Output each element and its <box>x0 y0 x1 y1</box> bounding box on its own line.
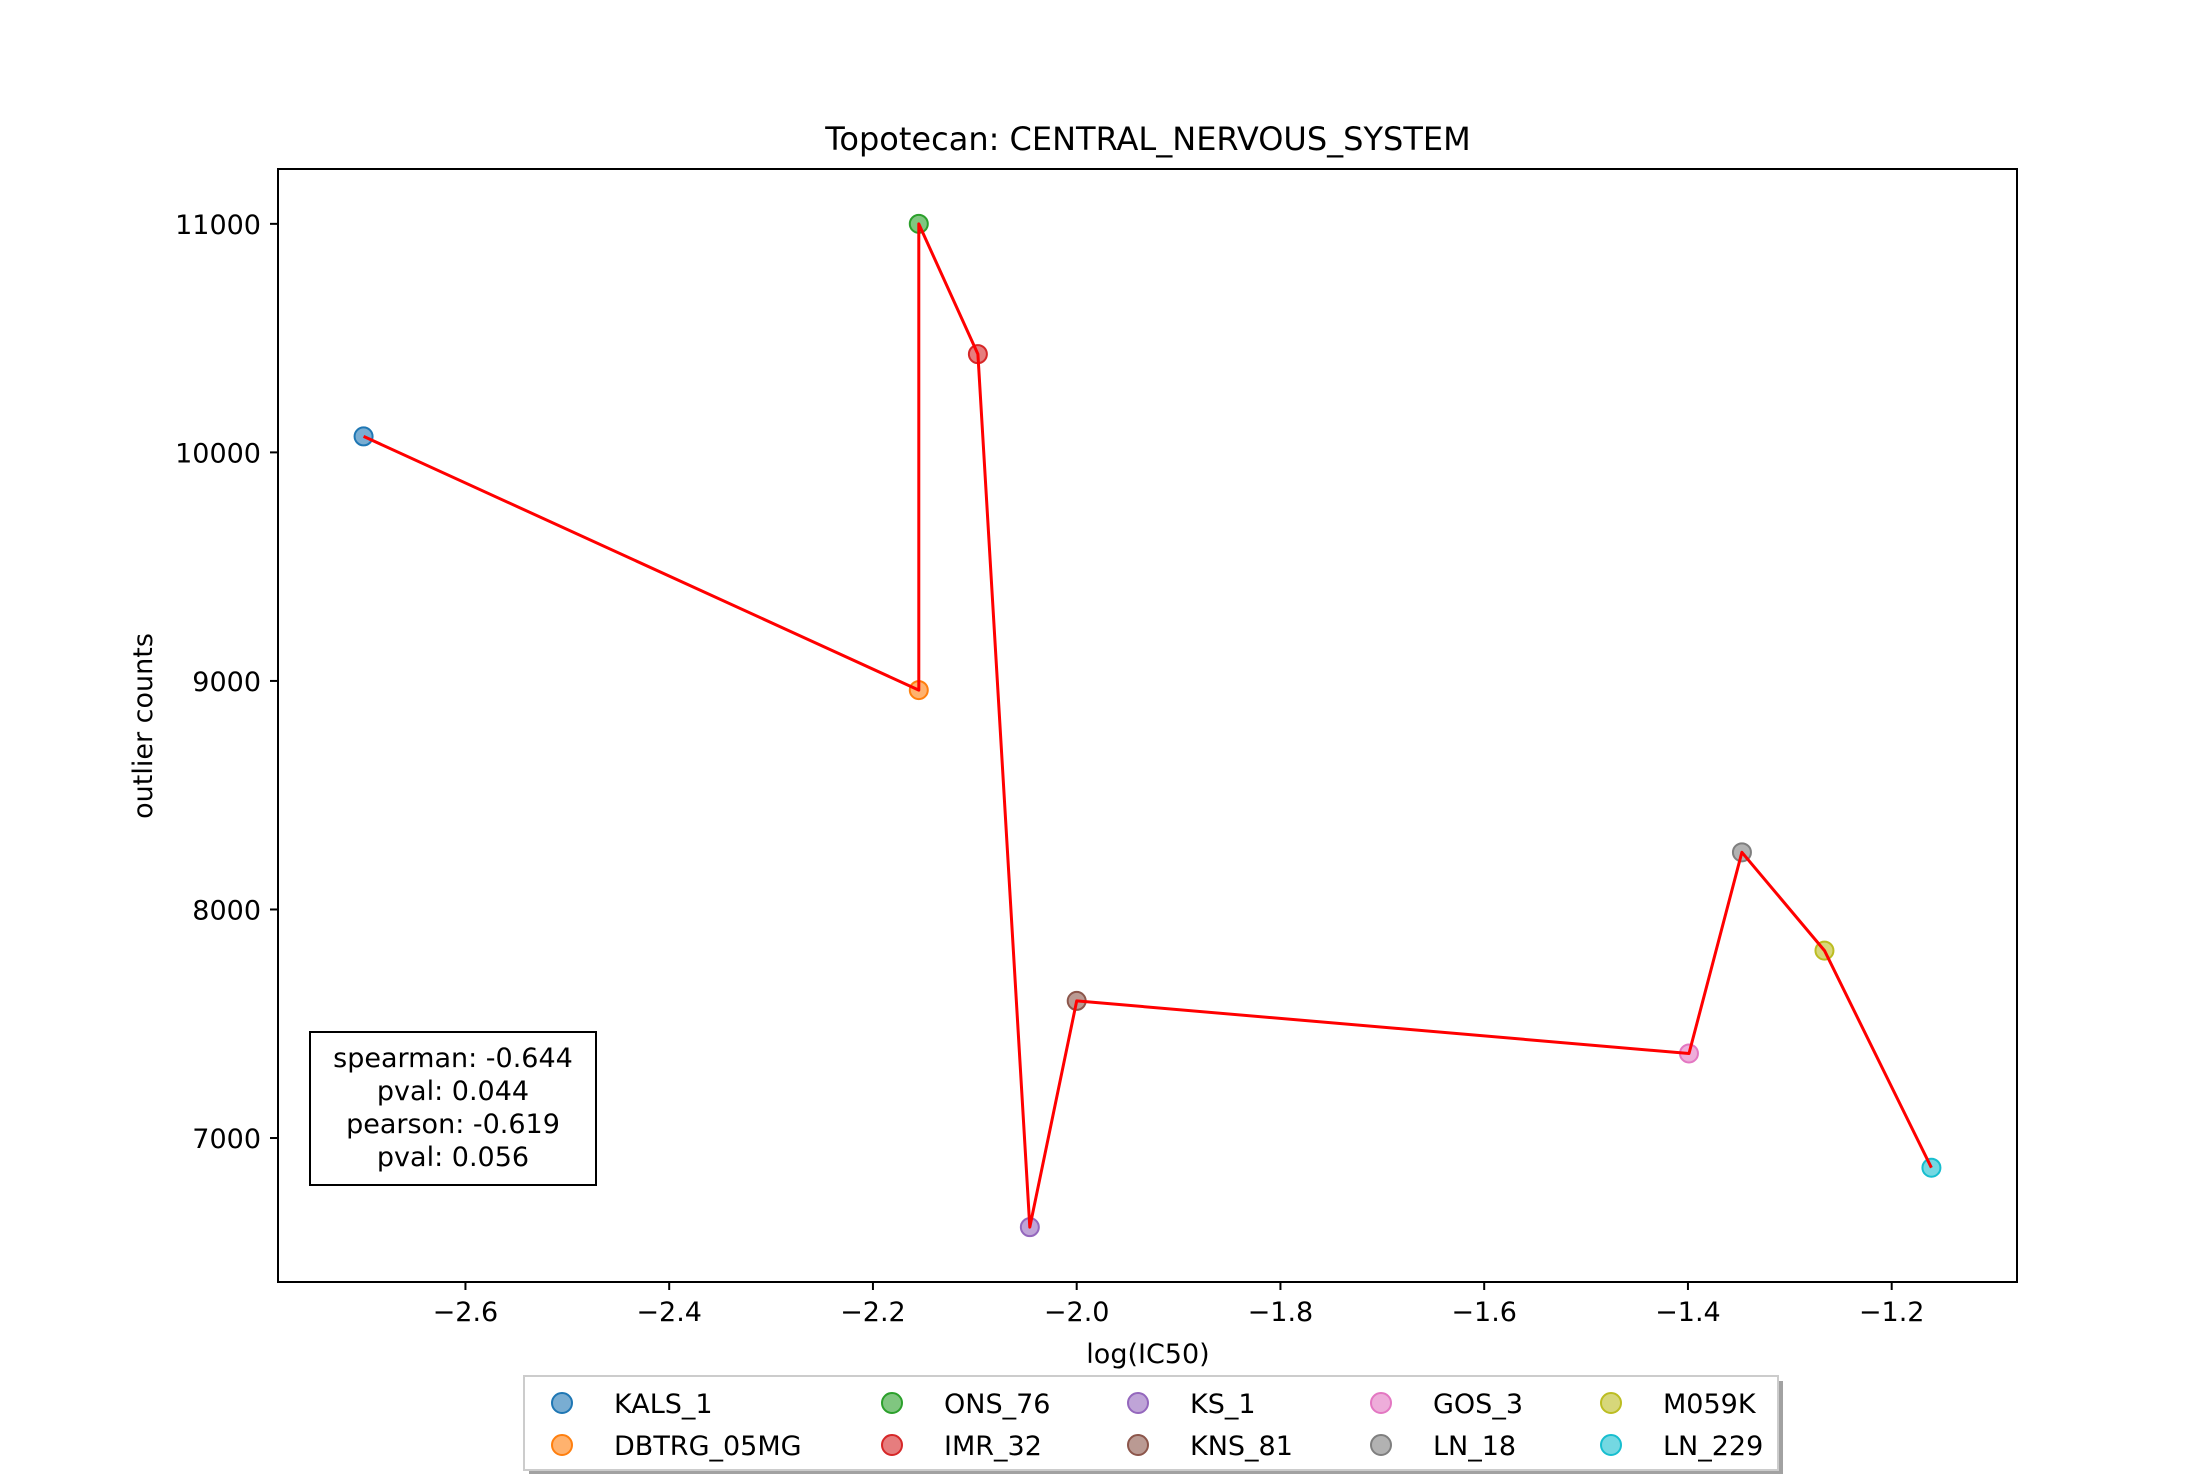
point-ln-229 <box>1921 1157 1942 1178</box>
x-tick-label: −1.2 <box>1859 1297 1925 1328</box>
x-tick-label: −2.2 <box>840 1297 906 1328</box>
trend-line <box>362 222 1933 1229</box>
legend-marker-kns-81 <box>1127 1434 1149 1456</box>
y-tick-label: 11000 <box>175 210 261 241</box>
x-tick-label: −2.6 <box>433 1297 499 1328</box>
legend-marker-kals-1 <box>551 1392 573 1414</box>
legend-marker-m059k <box>1600 1392 1622 1414</box>
stats-pearson: pearson: -0.619 <box>346 1109 560 1140</box>
x-tick-label: −2.4 <box>636 1297 702 1328</box>
y-tick-label: 8000 <box>192 895 261 926</box>
legend-label-gos-3: GOS_3 <box>1433 1389 1523 1420</box>
y-tick-label: 10000 <box>175 438 261 469</box>
y-tick-label: 7000 <box>192 1124 261 1155</box>
legend-marker-ln-229 <box>1600 1434 1622 1456</box>
x-axis-label: log(IC50) <box>1086 1339 1209 1370</box>
stats-spearman: spearman: -0.644 <box>333 1043 573 1074</box>
legend-marker-dbtrg-05mg <box>551 1434 573 1456</box>
plot-frame <box>277 168 2018 1283</box>
y-tick-label: 9000 <box>192 667 261 698</box>
x-tick-label: −1.4 <box>1655 1297 1721 1328</box>
legend-label-ons-76: ONS_76 <box>944 1389 1050 1420</box>
x-tick-label: −2.0 <box>1044 1297 1110 1328</box>
stats-box: spearman: -0.644 pval: 0.044 pearson: -0… <box>309 1031 597 1186</box>
legend-marker-gos-3 <box>1370 1392 1392 1414</box>
legend-label-ks-1: KS_1 <box>1190 1389 1256 1420</box>
legend: KALS_1 DBTRG_05MG ONS_76 IMR_32 KS_1 KNS_81 GO… <box>523 1375 1783 1474</box>
legend-label-ln-18: LN_18 <box>1433 1431 1516 1462</box>
x-tick-label: −1.6 <box>1451 1297 1517 1328</box>
legend-marker-ons-76 <box>881 1392 903 1414</box>
stats-pearson-pval: pval: 0.056 <box>377 1142 529 1173</box>
legend-marker-ln-18 <box>1370 1434 1392 1456</box>
legend-label-m059k: M059K <box>1663 1389 1757 1420</box>
y-axis-label: outlier counts <box>128 633 159 819</box>
legend-marker-ks-1 <box>1127 1392 1149 1414</box>
legend-label-ln-229: LN_229 <box>1663 1431 1763 1462</box>
legend-label-kns-81: KNS_81 <box>1190 1431 1293 1462</box>
legend-label-dbtrg-05mg: DBTRG_05MG <box>614 1431 802 1462</box>
point-kals-1 <box>353 426 374 447</box>
chart-title: Topotecan: CENTRAL_NERVOUS_SYSTEM <box>824 120 1470 158</box>
legend-label-kals-1: KALS_1 <box>614 1389 713 1420</box>
legend-label-imr-32: IMR_32 <box>944 1431 1042 1462</box>
legend-marker-imr-32 <box>881 1434 903 1456</box>
stats-spearman-pval: pval: 0.044 <box>377 1076 529 1107</box>
x-tick-label: −1.8 <box>1248 1297 1314 1328</box>
